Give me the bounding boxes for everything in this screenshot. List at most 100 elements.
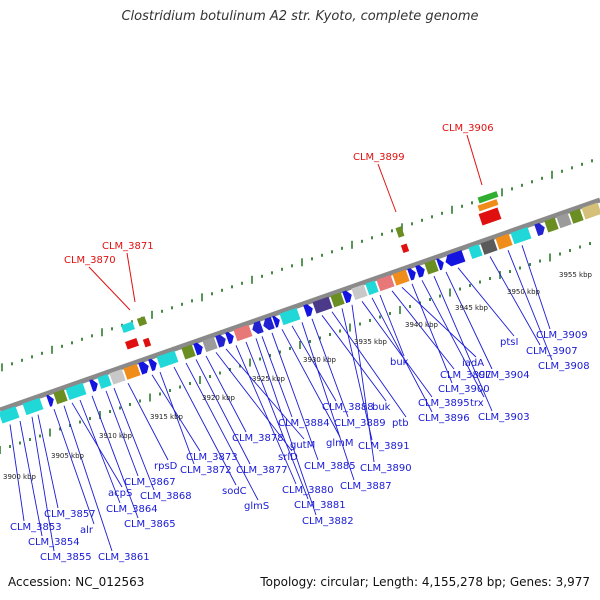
gene-block	[569, 208, 584, 224]
upper-gene-block-shape	[400, 243, 410, 254]
gene-feature	[581, 202, 600, 220]
lower-leader	[311, 318, 349, 418]
upper-gene-block	[478, 207, 502, 226]
gene-arrow	[193, 342, 203, 356]
gene-block	[181, 344, 196, 360]
lower-leader	[31, 416, 55, 552]
gene-arrow	[225, 331, 234, 345]
gene-block	[123, 363, 141, 380]
gene-feature	[436, 258, 444, 271]
lower-gene-label: CLM_3900	[438, 384, 490, 395]
gene-feature	[193, 342, 203, 356]
lower-leader	[371, 297, 433, 413]
gene-feature	[495, 233, 513, 250]
lower-leader	[151, 374, 201, 452]
lower-leader	[235, 345, 297, 485]
gene-arrow	[445, 250, 466, 267]
gene-feature	[376, 274, 395, 292]
gene-feature	[89, 379, 98, 392]
lower-leader	[361, 301, 433, 398]
lower-leader	[225, 348, 305, 440]
lower-gene-label: CLM_3873	[186, 452, 238, 463]
gene-feature	[263, 316, 275, 331]
lower-leader	[281, 329, 341, 438]
map-title: Clostridium botulinum A2 str. Kyoto, com…	[121, 9, 479, 24]
lower-leader	[421, 280, 485, 398]
gene-feature	[53, 389, 68, 405]
kbp-label: 3945 kbp	[455, 304, 489, 312]
gene-feature	[424, 259, 439, 275]
lower-leader	[445, 271, 493, 370]
kbp-label: 3915 kbp	[150, 413, 184, 421]
gene-feature	[181, 344, 196, 360]
lower-leader	[79, 399, 121, 504]
lower-gene-label: iadA	[462, 358, 484, 369]
kbp-scale: 3900 kbp 3905 kbp 3910 kbp 3915 kbp 3920 kbp…	[3, 271, 593, 481]
gene-arrow	[303, 304, 313, 317]
lower-gene-label: CLM_3890	[360, 463, 412, 474]
gene-arrow	[272, 315, 280, 328]
gene-feature	[279, 307, 301, 326]
lower-gene-label: glmS	[244, 501, 269, 512]
accession-text: Accession: NC_012563	[8, 575, 145, 589]
gene-feature	[342, 290, 352, 304]
gene-block	[424, 259, 439, 275]
lower-leader	[205, 355, 247, 433]
outer-tick-track	[1, 159, 593, 372]
gene-block	[0, 406, 20, 424]
gene-labels: CLM_3870 CLM_3871 CLM_3899 CLM_3906 CLM_3853…	[10, 123, 590, 563]
upper-gene-block-shape	[477, 191, 499, 204]
lower-gene-label: CLM_3909	[536, 330, 588, 341]
gene-feature	[109, 369, 126, 385]
gene-feature	[156, 350, 179, 369]
gene-block	[202, 336, 218, 353]
lower-gene-label: CLM_3877	[236, 465, 288, 476]
gene-feature	[510, 227, 532, 245]
lower-gene-label: CLM_3904	[478, 370, 530, 381]
lower-feature-track	[0, 202, 600, 424]
kbp-label: 3930 kbp	[303, 356, 337, 364]
gene-feature	[351, 284, 368, 300]
lower-gene-label: trx	[470, 398, 484, 409]
lower-gene-label: CLM_3853	[10, 522, 62, 533]
lower-gene-label: acpS	[108, 488, 132, 499]
upper-feature-track	[121, 191, 502, 350]
gene-feature	[22, 397, 44, 416]
lower-leader	[489, 256, 541, 346]
lower-leader	[321, 315, 387, 402]
gene-block	[97, 373, 112, 389]
gene-block	[392, 269, 410, 286]
gene-block	[351, 284, 368, 300]
upper-gene-block	[477, 199, 499, 212]
gene-feature	[330, 292, 345, 308]
gene-block	[376, 274, 395, 292]
lower-leader	[185, 362, 259, 501]
lower-leader	[113, 387, 155, 491]
kbp-label: 3910 kbp	[99, 432, 133, 440]
lower-leader	[433, 275, 493, 412]
upper-gene-block-shape	[478, 207, 502, 226]
upper-gene-label: CLM_3906	[442, 123, 494, 134]
lower-gene-label: CLM_3885	[304, 461, 356, 472]
gene-block	[109, 369, 126, 385]
lower-gene-label: CLM_3861	[98, 552, 150, 563]
lower-gene-label: CLM_3895	[418, 398, 470, 409]
lower-gene-label: gutM	[290, 440, 315, 451]
upper-gene-block	[395, 226, 405, 238]
lower-leader	[91, 395, 139, 519]
gene-block	[65, 382, 87, 401]
upper-gene-block	[477, 191, 499, 204]
kbp-label: 3955 kbp	[559, 271, 593, 279]
gene-feature	[65, 382, 87, 401]
upper-gene-block	[121, 321, 135, 333]
kbp-label: 3950 kbp	[507, 288, 541, 296]
gene-feature	[365, 280, 379, 296]
kbp-label: 3925 kbp	[252, 375, 286, 383]
lower-gene-label: CLM_3891	[358, 441, 410, 452]
gene-feature	[233, 324, 253, 342]
gene-feature	[445, 250, 466, 267]
lower-gene-label: buk	[390, 357, 409, 368]
upper-gene-label: CLM_3871	[102, 241, 154, 252]
lower-gene-label: CLM_3868	[140, 491, 192, 502]
